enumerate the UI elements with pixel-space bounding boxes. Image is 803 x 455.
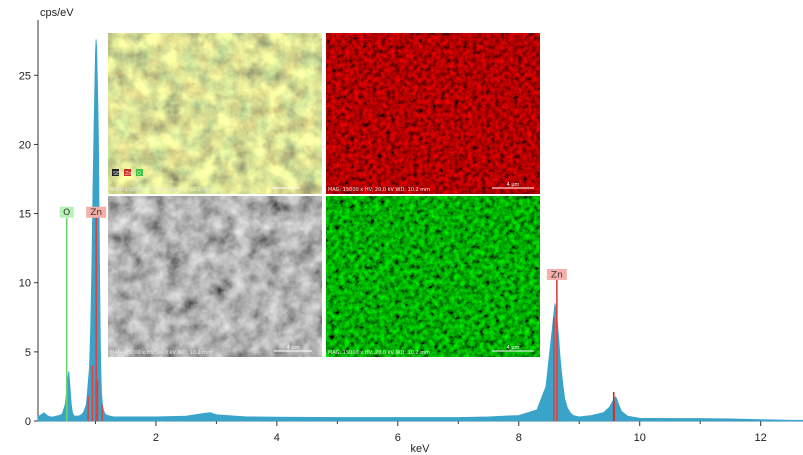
legend-swatch-se	[112, 169, 119, 176]
legend-label-o: O	[137, 171, 141, 177]
scale-label: 4 µm	[507, 182, 520, 188]
element-label: Zn	[90, 208, 102, 218]
x-tick-label: 12	[755, 432, 767, 444]
x-tick-label: 6	[395, 432, 401, 444]
y-tick-label: 25	[19, 70, 31, 82]
spectrum-series	[37, 39, 803, 422]
legend-swatch-o	[136, 169, 143, 176]
inset-caption: MAG: 15000 x HV: 20.0 kV WD: 10.2 mm	[110, 350, 212, 356]
x-tick-label: 4	[274, 432, 280, 444]
inset-combined-map: SE Zn O MAG: 15000 x HV: 20.0 kV WD: 10.…	[108, 33, 322, 194]
element-label: Zn	[551, 270, 563, 280]
y-axis-label: cps/eV	[40, 7, 74, 19]
legend-swatch-zn	[124, 169, 131, 176]
element-label-box	[86, 206, 107, 218]
inset-se-image: MAG: 15000 x HV: 20.0 kV WD: 10.2 mm 4 µ…	[108, 196, 322, 357]
element-map-insets: SE Zn O MAG: 15000 x HV: 20.0 kV WD: 10.…	[108, 33, 540, 357]
x-tick-label: 8	[516, 432, 522, 444]
inset-caption: MAG: 15000 x HV: 20.0 kV WD: 10.2 mm	[328, 187, 430, 193]
inset-o-map: MAG: 15000 x HV: 20.0 kV WD: 10.2 mm 4 µ…	[326, 196, 540, 357]
y-tick-label: 10	[19, 278, 31, 290]
scale-label: 4 µm	[507, 345, 520, 351]
x-axis-ticks: 2 4 6 8 10 12	[94, 421, 767, 444]
y-axis-ticks: 0 5 10 15 20 25	[19, 70, 38, 428]
spectrum-area	[37, 39, 803, 422]
x-axis-label: keV	[411, 443, 431, 455]
scale-label: 4 µm	[287, 345, 300, 351]
x-tick-label: 10	[634, 432, 646, 444]
y-tick-label: 5	[25, 347, 31, 359]
element-labels: O Zn Zn	[59, 206, 567, 280]
legend-label-zn: Zn	[125, 171, 132, 177]
inset-caption: MAG: 15000 x HV: 20.0 kV WD: 10.2 mm	[328, 350, 430, 356]
inset-zn-map: MAG: 15000 x HV: 20.0 kV WD: 10.2 mm 4 µ…	[326, 33, 540, 194]
element-lines	[65, 217, 616, 421]
inset-caption: MAG: 15000 x HV: 20.0 kV WD: 10.2 mm	[110, 187, 212, 193]
element-label-box	[546, 268, 567, 280]
y-tick-label: 15	[19, 209, 31, 221]
y-tick-label: 0	[25, 416, 31, 428]
element-label-box	[59, 206, 74, 218]
element-label: O	[63, 208, 70, 218]
y-tick-label: 20	[19, 139, 31, 151]
legend-label-se: SE	[113, 171, 119, 177]
x-tick-label: 2	[153, 432, 159, 444]
